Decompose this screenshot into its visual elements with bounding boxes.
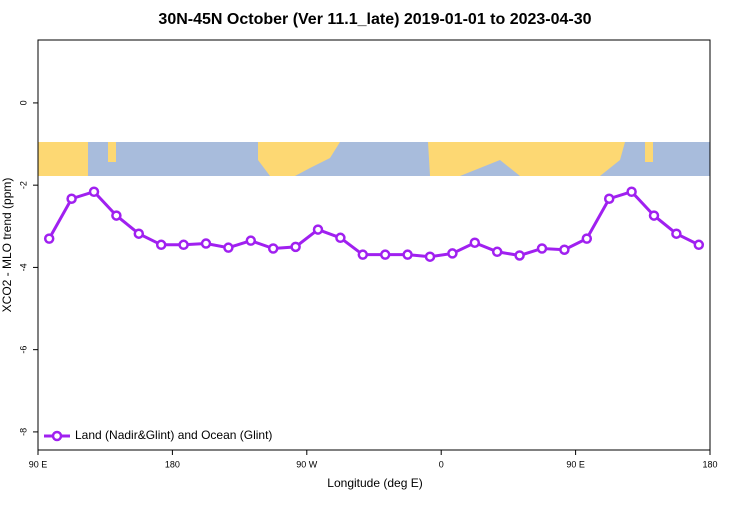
point bbox=[66, 193, 77, 204]
land bbox=[428, 142, 625, 176]
land bbox=[258, 142, 340, 176]
point bbox=[88, 186, 100, 197]
point bbox=[223, 242, 234, 253]
x-tick-label: 180 bbox=[702, 459, 717, 469]
x-axis-label: Longitude (deg E) bbox=[327, 476, 422, 490]
plot-frame bbox=[37, 39, 711, 451]
point bbox=[648, 210, 660, 221]
point bbox=[111, 210, 122, 221]
point bbox=[693, 239, 705, 251]
point bbox=[559, 244, 570, 255]
y-tick-label: 0 bbox=[18, 100, 28, 105]
point bbox=[357, 249, 369, 260]
point bbox=[245, 235, 257, 246]
legend-label: Land (Nadir&Glint) and Ocean (Glint) bbox=[75, 428, 272, 442]
y-tick-label: -6 bbox=[18, 346, 28, 354]
chart-title: 30N-45N October (Ver 11.1_late) 2019-01-… bbox=[158, 11, 591, 28]
x-tick-label: 90 E bbox=[29, 459, 48, 469]
point bbox=[491, 246, 503, 258]
point bbox=[267, 243, 279, 254]
point bbox=[603, 193, 615, 204]
point bbox=[671, 228, 682, 239]
point bbox=[514, 250, 525, 261]
land bbox=[645, 142, 653, 162]
point bbox=[424, 251, 436, 262]
land bbox=[108, 142, 116, 162]
x-tick-label: 90 E bbox=[566, 459, 585, 469]
point bbox=[626, 186, 637, 197]
point bbox=[379, 249, 391, 260]
y-axis-label: XCO2 - MLO trend (ppm) bbox=[0, 178, 14, 313]
point bbox=[335, 232, 346, 244]
line bbox=[47, 190, 700, 259]
y-tick-label: -4 bbox=[18, 263, 28, 271]
x-tick-label: 90 W bbox=[296, 459, 318, 469]
point bbox=[200, 238, 212, 249]
land bbox=[38, 142, 88, 176]
point bbox=[290, 241, 301, 253]
map-band bbox=[38, 142, 710, 176]
point bbox=[43, 233, 55, 244]
y-tick-label: -8 bbox=[18, 428, 28, 436]
x-tick-label: 0 bbox=[439, 459, 444, 469]
legend-marker bbox=[51, 430, 63, 442]
point bbox=[536, 243, 548, 254]
y-tick-label: -2 bbox=[18, 181, 28, 189]
point bbox=[133, 228, 145, 239]
point bbox=[581, 233, 593, 244]
x-tick-label: 180 bbox=[165, 459, 180, 469]
point bbox=[312, 224, 324, 235]
point bbox=[155, 239, 167, 251]
point bbox=[447, 248, 458, 259]
point bbox=[178, 239, 189, 251]
point bbox=[469, 237, 481, 248]
point bbox=[402, 249, 413, 260]
